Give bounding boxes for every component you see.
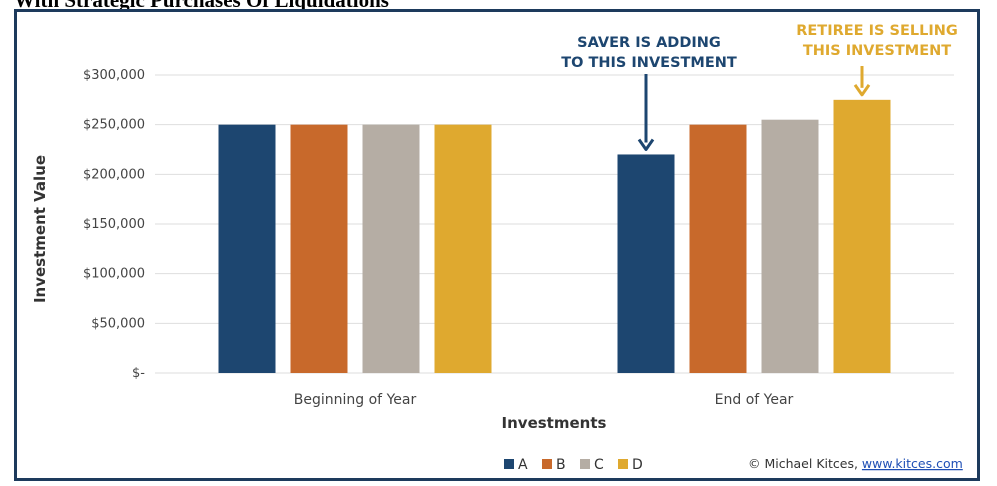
- legend-label-C: C: [594, 457, 604, 473]
- bar-C-1: [362, 124, 420, 374]
- bar-D-1: [434, 124, 492, 374]
- legend-label-D: D: [632, 457, 643, 473]
- y-tick-label: $100,000: [83, 267, 145, 282]
- y-tick-label: $200,000: [83, 167, 145, 182]
- x-axis-title: Investments: [502, 414, 607, 432]
- annotation-arrowhead: [853, 83, 871, 97]
- x-tick-label: Beginning of Year: [294, 392, 417, 408]
- annotation-text: SAVER IS ADDING TO THIS INVESTMENT: [561, 35, 737, 71]
- bar-B-1: [290, 124, 348, 374]
- legend-label-A: A: [518, 457, 528, 473]
- bar-D-2: [833, 99, 891, 373]
- bar-A-2: [617, 154, 675, 373]
- kitces-link[interactable]: www.kitces.com: [862, 456, 963, 471]
- legend-swatch-C: [580, 459, 590, 469]
- y-tick-label: $-: [132, 366, 145, 381]
- bar-B-2: [689, 124, 747, 374]
- bar-chart: $- $50,000 $100,000 $150,000 $200,000 $250,00…: [31, 23, 963, 473]
- y-tick-label: $300,000: [83, 68, 145, 83]
- legend-swatch-D: [618, 459, 628, 469]
- legend-swatch-B: [542, 459, 552, 469]
- y-axis-title: Investment Value: [31, 155, 49, 303]
- legend-label-B: B: [556, 457, 566, 473]
- bar-C-2: [761, 119, 819, 373]
- bar-A-1: [218, 124, 276, 374]
- copyright-text: © Michael Kitces, www.kitces.com: [748, 456, 963, 471]
- x-tick-label: End of Year: [715, 392, 794, 408]
- y-tick-label: $50,000: [91, 316, 145, 331]
- annotation-arrowhead: [637, 138, 655, 151]
- y-tick-label: $250,000: [83, 118, 145, 133]
- annotation-text: RETIREE IS SELLING THIS INVESTMENT: [796, 23, 958, 59]
- chart-frame: $- $50,000 $100,000 $150,000 $200,000 $250,00…: [14, 9, 980, 481]
- legend-swatch-A: [504, 459, 514, 469]
- y-tick-label: $150,000: [83, 217, 145, 232]
